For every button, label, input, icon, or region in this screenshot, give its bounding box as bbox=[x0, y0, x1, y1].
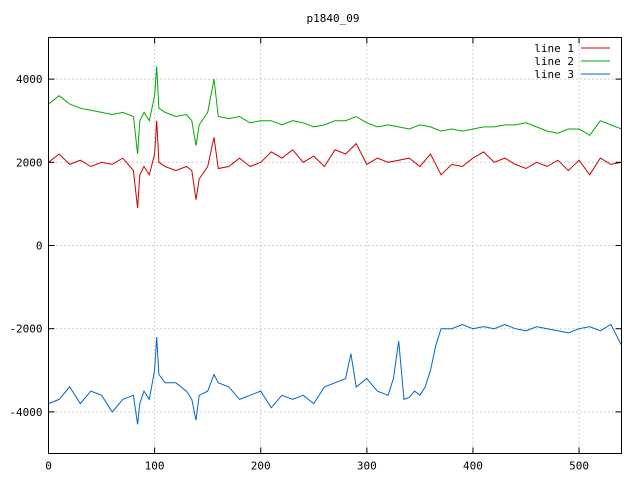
series-line-2 bbox=[48, 66, 622, 155]
legend-label-1: line 1 bbox=[534, 42, 574, 55]
x-tick-label: 500 bbox=[569, 460, 589, 473]
x-tick-label: 0 bbox=[45, 460, 52, 473]
series-group bbox=[48, 66, 622, 425]
x-tick-label: 100 bbox=[145, 460, 165, 473]
axis-ticks: 0 100 200 300 400 500 -4000 -2000 0 2000 4000 bbox=[9, 37, 622, 473]
x-tick-label: 200 bbox=[251, 460, 271, 473]
y-tick-label: 2000 bbox=[16, 156, 43, 169]
chart-title: p1840_09 bbox=[307, 12, 360, 25]
y-tick-label: -2000 bbox=[9, 323, 42, 336]
y-tick-label: 4000 bbox=[16, 73, 43, 86]
grid bbox=[48, 37, 622, 454]
x-tick-label: 300 bbox=[357, 460, 377, 473]
series-line-3 bbox=[48, 323, 622, 425]
legend-label-2: line 2 bbox=[534, 55, 574, 68]
y-tick-label: -4000 bbox=[9, 406, 42, 419]
plot-frame bbox=[48, 37, 622, 454]
x-tick-label: 400 bbox=[463, 460, 483, 473]
y-tick-label: 0 bbox=[36, 240, 43, 253]
legend-label-3: line 3 bbox=[534, 68, 574, 81]
series-line-1 bbox=[48, 120, 622, 209]
